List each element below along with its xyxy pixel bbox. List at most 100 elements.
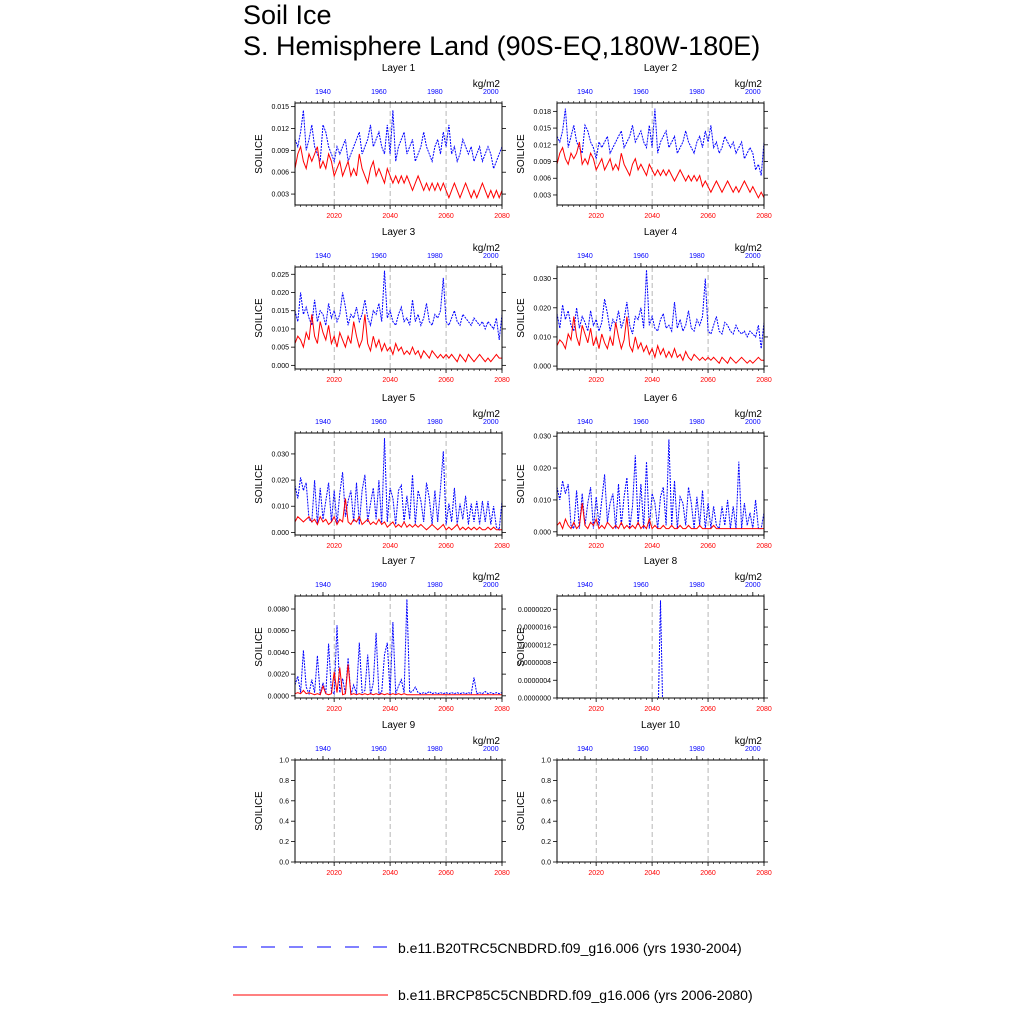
y-tick-label: 0.8	[279, 778, 289, 785]
y-tick-label: 0.000	[533, 364, 551, 371]
x-tick-label-top: 1940	[577, 419, 593, 426]
x-tick-label-bottom: 2060	[700, 377, 716, 384]
x-tick-label-bottom: 2060	[700, 870, 716, 877]
x-tick-label-top: 1940	[577, 746, 593, 753]
y-tick-label: 0.012	[533, 142, 551, 149]
x-tick-label-top: 1980	[689, 419, 705, 426]
panel-title: Layer 4	[644, 227, 678, 238]
plot-frame	[294, 102, 503, 206]
y-tick-label: 0.0	[541, 860, 551, 867]
y-tick-label: 1.0	[541, 758, 551, 765]
y-tick-label: 0.6	[279, 798, 289, 805]
panel-8: Layer 8 kg/m2 SOILICE 0.0000000 0.0000004 0.0…	[516, 556, 772, 713]
units-label: kg/m2	[473, 572, 501, 583]
units-label: kg/m2	[473, 736, 501, 747]
series-line-historical	[294, 599, 503, 696]
units-label: kg/m2	[735, 736, 763, 747]
x-tick-label-bottom: 2080	[494, 213, 510, 220]
y-tick-label: 0.020	[533, 305, 551, 312]
series-line-future	[556, 503, 764, 531]
y-tick-label: 0.000	[271, 363, 289, 370]
x-tick-label-top: 1940	[315, 582, 331, 589]
x-tick-label-bottom: 2020	[588, 870, 604, 877]
panel-title: Layer 6	[644, 393, 678, 404]
x-tick-label-top: 2000	[745, 582, 761, 589]
panel-1: Layer 1 kg/m2 SOILICE 0.003 0.006 0.009 0.012 0…	[254, 63, 510, 220]
plot-frame	[556, 266, 765, 370]
x-tick-label-top: 1980	[427, 253, 443, 260]
x-tick-label-bottom: 2040	[644, 377, 660, 384]
x-tick-label-bottom: 2080	[756, 870, 772, 877]
x-tick-label-top: 1940	[315, 253, 331, 260]
x-tick-label-top: 1980	[427, 582, 443, 589]
x-tick-label-top: 1940	[315, 89, 331, 96]
y-tick-label: 0.0000	[268, 693, 290, 700]
x-tick-label-top: 1960	[371, 253, 387, 260]
y-tick-label: 0.0000008	[518, 660, 551, 667]
x-tick-label-bottom: 2020	[588, 543, 604, 550]
legend-line-future	[233, 994, 388, 996]
units-label: kg/m2	[735, 79, 763, 90]
plot-frame	[556, 102, 765, 206]
panel-2: Layer 2 kg/m2 SOILICE 0.003 0.006 0.009 0.012 0…	[516, 63, 772, 220]
panel-4: Layer 4 kg/m2 SOILICE 0.000 0.010 0.020 0.030 2…	[516, 227, 772, 384]
x-tick-label-top: 1980	[427, 89, 443, 96]
y-tick-label: 0.0000004	[518, 678, 551, 685]
y-tick-label: 0.0000016	[518, 625, 551, 632]
y-tick-label: 0.010	[271, 504, 289, 511]
panel-title: Layer 3	[382, 227, 416, 238]
x-tick-label-bottom: 2080	[494, 543, 510, 550]
series-line-future	[294, 498, 502, 531]
x-tick-label-top: 1940	[577, 89, 593, 96]
x-tick-label-bottom: 2060	[438, 543, 454, 550]
x-tick-label-bottom: 2060	[700, 543, 716, 550]
y-tick-label: 0.0	[279, 860, 289, 867]
y-axis-label: SOILICE	[254, 134, 265, 174]
x-tick-label-bottom: 2020	[326, 543, 342, 550]
x-tick-label-top: 1960	[633, 419, 649, 426]
y-axis-label: SOILICE	[516, 627, 527, 667]
x-tick-label-bottom: 2040	[382, 377, 398, 384]
legend-label-future: b.e11.BRCP85C5CNBDRD.f09_g16.006 (yrs 20…	[398, 987, 753, 1003]
y-tick-label: 0.009	[271, 148, 289, 155]
x-tick-label-bottom: 2060	[438, 377, 454, 384]
panel-7: Layer 7 kg/m2 SOILICE 0.0000 0.0020 0.0040 0.0…	[254, 556, 510, 713]
series-line-historical	[556, 439, 765, 530]
plot-frame	[556, 595, 765, 699]
x-tick-label-bottom: 2080	[494, 706, 510, 713]
y-axis-label: SOILICE	[254, 627, 265, 667]
x-tick-label-bottom: 2060	[438, 870, 454, 877]
y-tick-label: 0.0020	[268, 672, 290, 679]
legend-label-historical: b.e11.B20TRC5CNBDRD.f09_g16.006 (yrs 193…	[398, 940, 742, 956]
x-tick-label-top: 1980	[689, 89, 705, 96]
x-tick-label-top: 1960	[371, 746, 387, 753]
series-line-historical	[294, 110, 503, 171]
units-label: kg/m2	[473, 79, 501, 90]
plot-frame	[556, 759, 765, 863]
y-tick-label: 0.020	[271, 478, 289, 485]
panel-9: Layer 9 kg/m2 SOILICE 0.0 0.2 0.4 0.6 0.8 1.0 202…	[254, 720, 510, 877]
y-tick-label: 0.6	[541, 798, 551, 805]
y-tick-label: 0.003	[533, 192, 551, 199]
y-tick-label: 0.010	[533, 497, 551, 504]
x-tick-label-bottom: 2060	[438, 706, 454, 713]
plot-frame	[294, 266, 503, 370]
y-tick-label: 0.030	[271, 451, 289, 458]
x-tick-label-bottom: 2020	[588, 377, 604, 384]
y-tick-label: 0.003	[271, 192, 289, 199]
y-tick-label: 0.2	[279, 839, 289, 846]
panel-title: Layer 1	[382, 63, 416, 74]
x-tick-label-bottom: 2080	[756, 706, 772, 713]
y-tick-label: 0.015	[271, 104, 289, 111]
chart-subtitle: S. Hemisphere Land (90S-EQ,180W-180E)	[243, 31, 761, 61]
x-tick-label-bottom: 2040	[644, 543, 660, 550]
y-tick-label: 0.4	[541, 819, 551, 826]
x-tick-label-top: 1960	[633, 253, 649, 260]
panel-title: Layer 10	[641, 720, 680, 731]
y-axis-label: SOILICE	[254, 791, 265, 831]
y-axis-label: SOILICE	[516, 298, 527, 338]
x-tick-label-top: 2000	[745, 89, 761, 96]
y-tick-label: 0.020	[533, 466, 551, 473]
legend-line-historical	[233, 946, 388, 948]
